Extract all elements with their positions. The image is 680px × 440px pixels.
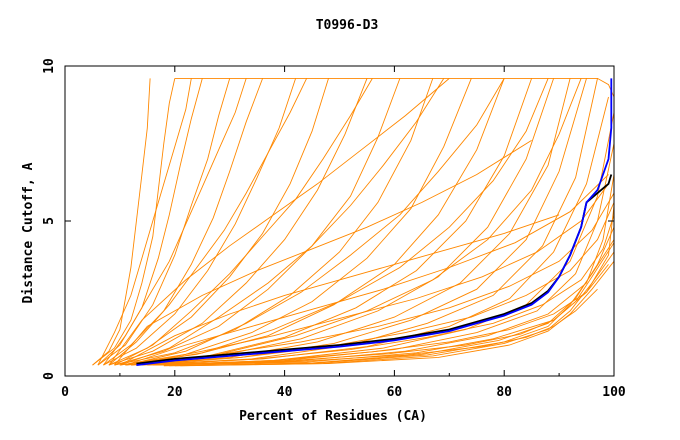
background-model-line-31	[130, 183, 609, 366]
background-model-line-28	[114, 140, 532, 366]
x-tick-label-100: 100	[602, 385, 626, 400]
x-axis-ticks: 0 20 40 60 80 100	[61, 66, 626, 400]
best-model-line	[136, 78, 613, 366]
highlight-model-lines	[136, 78, 613, 366]
y-axis-label: Distance Cutoff, A	[21, 162, 36, 303]
x-axis-label: Percent of Residues (CA)	[239, 409, 427, 424]
background-model-line-35	[152, 264, 609, 366]
background-model-line-27	[119, 214, 560, 366]
x-tick-label-60: 60	[387, 385, 403, 400]
background-model-line-20	[152, 143, 615, 366]
background-model-line-36	[152, 242, 615, 366]
background-model-line-10	[114, 78, 434, 366]
background-model-line-33	[141, 202, 615, 366]
background-model-line-44	[130, 78, 549, 366]
y-tick-label-5: 5	[42, 217, 57, 225]
background-model-line-25	[174, 251, 615, 367]
background-model-line-14	[125, 78, 555, 366]
background-model-line-9	[114, 78, 401, 366]
background-model-line-2	[92, 78, 176, 366]
background-model-line-29	[108, 78, 450, 366]
background-model-line-37	[158, 288, 598, 366]
x-tick-label-40: 40	[277, 385, 293, 400]
background-model-line-42	[119, 78, 445, 366]
background-model-line-24	[169, 239, 615, 367]
background-model-line-39	[103, 78, 247, 366]
y-tick-label-0: 0	[42, 372, 57, 380]
background-model-line-43	[125, 78, 505, 366]
y-axis-ticks: 0 5 10	[42, 58, 614, 380]
background-model-line-30	[125, 174, 609, 366]
chart-title: T0996-D3	[316, 18, 379, 33]
background-model-line-1	[92, 78, 151, 366]
background-model-line-38	[97, 78, 192, 366]
background-model-line-34	[147, 214, 615, 366]
background-model-line-32	[136, 192, 615, 366]
background-model-line-6	[103, 78, 297, 366]
background-model-line-40	[108, 78, 308, 366]
x-tick-label-80: 80	[496, 385, 512, 400]
background-model-line-45	[136, 78, 582, 366]
y-tick-label-10: 10	[42, 58, 57, 74]
background-model-line-17	[136, 78, 598, 366]
plot-area	[92, 77, 615, 367]
x-tick-label-20: 20	[167, 385, 183, 400]
background-model-line-46	[174, 77, 615, 98]
background-model-line-26	[180, 261, 615, 367]
background-model-line-22	[163, 205, 615, 366]
background-model-line-12	[119, 78, 505, 366]
background-model-line-8	[108, 78, 368, 366]
background-model-line-41	[114, 78, 373, 366]
background-model-line-13	[125, 78, 533, 366]
x-tick-label-0: 0	[61, 385, 69, 400]
background-model-lines	[92, 77, 615, 367]
